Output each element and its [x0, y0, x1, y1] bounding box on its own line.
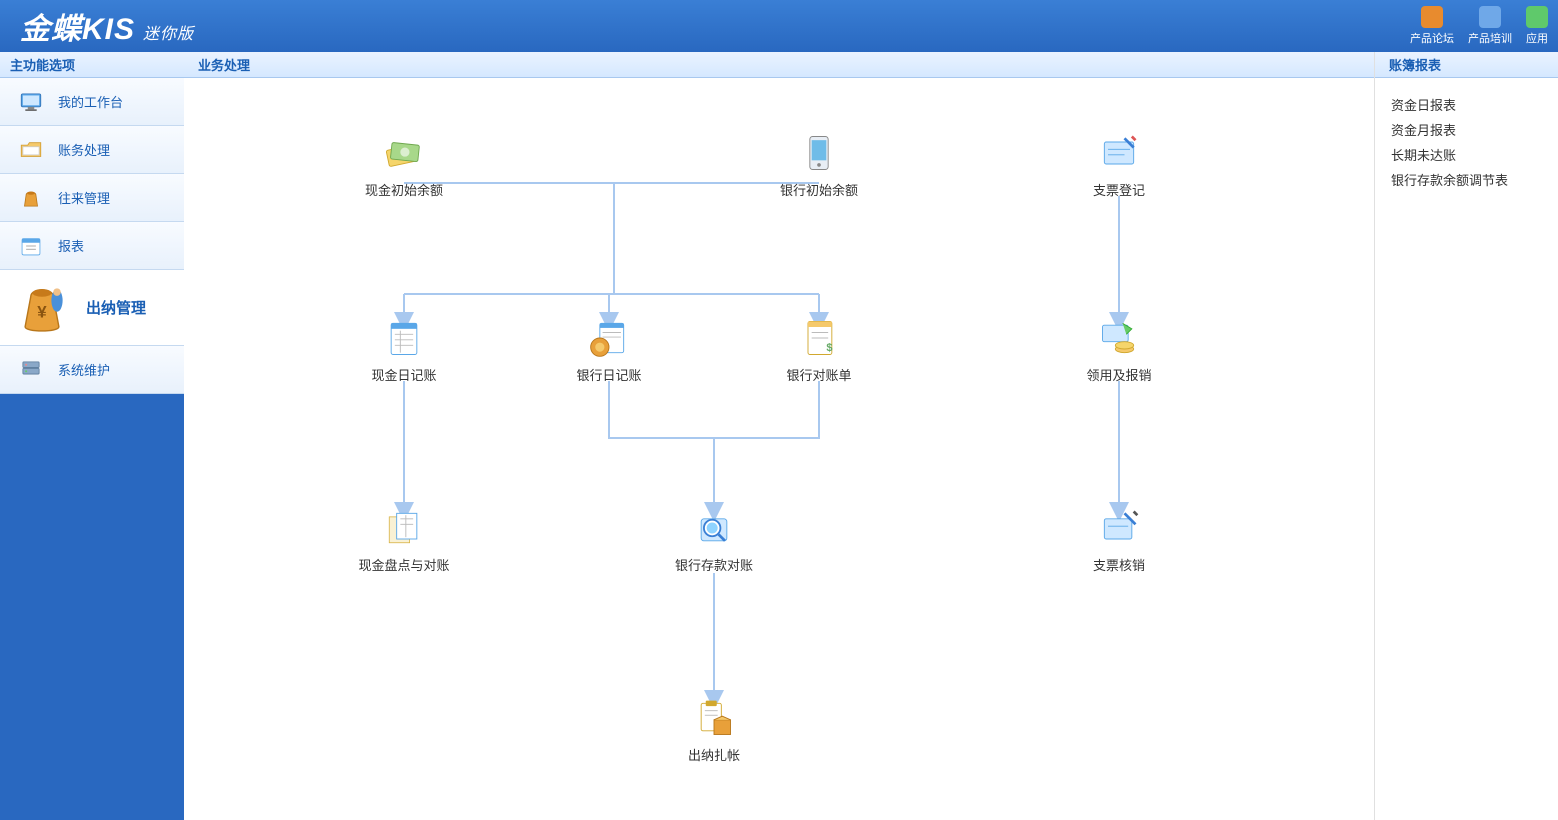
sidebar-item-label: 报表 — [58, 236, 84, 255]
flow-node-cash_journal[interactable]: 现金日记账 — [354, 316, 454, 385]
sidebar-item-label: 出纳管理 — [86, 297, 146, 318]
flow-node-cheque_reg[interactable]: 支票登记 — [1069, 131, 1169, 200]
sidebar: 主功能选项 我的工作台账务处理往来管理报表 ¥ 出纳管理系统维护 — [0, 52, 184, 820]
monitor-icon — [18, 89, 44, 115]
sidebar-item-label: 往来管理 — [58, 188, 110, 207]
flow-node-label: 领用及报销 — [1086, 368, 1151, 385]
brand-title: 金蝶KIS — [20, 4, 135, 48]
flow-node-label: 现金盘点与对账 — [358, 558, 449, 575]
header-tool-label: 应用 — [1526, 30, 1548, 46]
report-link-2[interactable]: 长期未达账 — [1391, 142, 1542, 167]
main: 业务处理 现金初始余额 银行初始余额 支票登记现金日记账 银行日记账 $ 银行对账单 领用及… — [184, 52, 1374, 820]
header-tool-label: 产品论坛 — [1410, 30, 1454, 46]
report-link-0[interactable]: 资金日报表 — [1391, 92, 1542, 117]
sidebar-item-5[interactable]: 系统维护 — [0, 346, 184, 394]
sidebar-item-4[interactable]: ¥ 出纳管理 — [0, 270, 184, 346]
header-tool-0[interactable]: 产品论坛 — [1410, 6, 1454, 46]
header-tool-2[interactable]: 应用 — [1526, 6, 1548, 46]
flow-node-label: 银行日记账 — [576, 368, 641, 385]
flow-node-cash_init[interactable]: 现金初始余额 — [354, 131, 454, 200]
right-title: 账簿报表 — [1375, 52, 1558, 78]
main-title: 业务处理 — [184, 52, 1374, 78]
right-panel: 账簿报表 资金日报表资金月报表长期未达账银行存款余额调节表 — [1374, 52, 1558, 820]
sheets-icon — [382, 506, 426, 550]
flow-node-bank_init[interactable]: 银行初始余额 — [769, 131, 869, 200]
app-header: 金蝶KIS 迷你版 产品论坛产品培训应用 — [0, 0, 1558, 52]
flow-node-label: 银行存款对账 — [675, 558, 753, 575]
sidebar-item-label: 账务处理 — [58, 140, 110, 159]
sidebar-item-1[interactable]: 账务处理 — [0, 126, 184, 174]
sidebar-title: 主功能选项 — [0, 52, 184, 78]
flow-node-bank_recon[interactable]: 银行存款对账 — [664, 506, 764, 575]
cheque-pen-icon — [1097, 506, 1141, 550]
folder-icon — [18, 137, 44, 163]
flow-node-claim[interactable]: 领用及报销 — [1069, 316, 1169, 385]
server-icon — [18, 357, 44, 383]
header-tool-label: 产品培训 — [1468, 30, 1512, 46]
flow-node-cheque_ver[interactable]: 支票核销 — [1069, 506, 1169, 575]
sidebar-item-2[interactable]: 往来管理 — [0, 174, 184, 222]
header-tool-icon — [1421, 6, 1443, 28]
flow-node-label: 出纳扎帐 — [688, 748, 740, 765]
phone-card-icon — [797, 131, 841, 175]
cash-stack-icon — [382, 131, 426, 175]
brand-subtitle: 迷你版 — [143, 20, 194, 44]
flow-node-label: 银行初始余额 — [780, 183, 858, 200]
magnify-icon — [692, 506, 736, 550]
statement-icon: $ — [797, 316, 841, 360]
report-link-3[interactable]: 银行存款余额调节表 — [1391, 167, 1542, 192]
report-link-1[interactable]: 资金月报表 — [1391, 117, 1542, 142]
flow-node-label: 现金初始余额 — [365, 183, 443, 200]
bag-icon — [18, 185, 44, 211]
flow-node-label: 现金日记账 — [371, 368, 436, 385]
flow-node-cash_recon[interactable]: 现金盘点与对账 — [354, 506, 454, 575]
svg-text:$: $ — [826, 342, 832, 354]
calendar-icon — [18, 233, 44, 259]
flow-node-label: 支票核销 — [1093, 558, 1145, 575]
header-tool-1[interactable]: 产品培训 — [1468, 6, 1512, 46]
flow-node-cashier_post[interactable]: 出纳扎帐 — [664, 696, 764, 765]
svg-text:¥: ¥ — [37, 302, 47, 321]
flow-node-bank_journal[interactable]: 银行日记账 — [559, 316, 659, 385]
header-tool-icon — [1526, 6, 1548, 28]
moneybag-icon: ¥ — [12, 278, 72, 338]
flow-node-bank_stmt[interactable]: $ 银行对账单 — [769, 316, 869, 385]
sidebar-item-label: 我的工作台 — [58, 92, 123, 111]
flow-canvas: 现金初始余额 银行初始余额 支票登记现金日记账 银行日记账 $ 银行对账单 领用及报销现金盘… — [184, 78, 1374, 820]
flow-node-label: 银行对账单 — [786, 368, 851, 385]
body: 主功能选项 我的工作台账务处理往来管理报表 ¥ 出纳管理系统维护 业务处理 现金初始… — [0, 52, 1558, 820]
ledger-stamp-icon — [587, 316, 631, 360]
header-tools: 产品论坛产品培训应用 — [1410, 6, 1548, 46]
sidebar-item-3[interactable]: 报表 — [0, 222, 184, 270]
brand: 金蝶KIS 迷你版 — [20, 4, 194, 48]
sidebar-item-label: 系统维护 — [58, 360, 110, 379]
ledger-icon — [382, 316, 426, 360]
cheque-note-icon — [1097, 131, 1141, 175]
sidebar-item-0[interactable]: 我的工作台 — [0, 78, 184, 126]
claim-coins-icon — [1097, 316, 1141, 360]
header-tool-icon — [1479, 6, 1501, 28]
clipboard-box-icon — [692, 696, 736, 740]
right-list: 资金日报表资金月报表长期未达账银行存款余额调节表 — [1375, 78, 1558, 206]
flow-node-label: 支票登记 — [1093, 183, 1145, 200]
